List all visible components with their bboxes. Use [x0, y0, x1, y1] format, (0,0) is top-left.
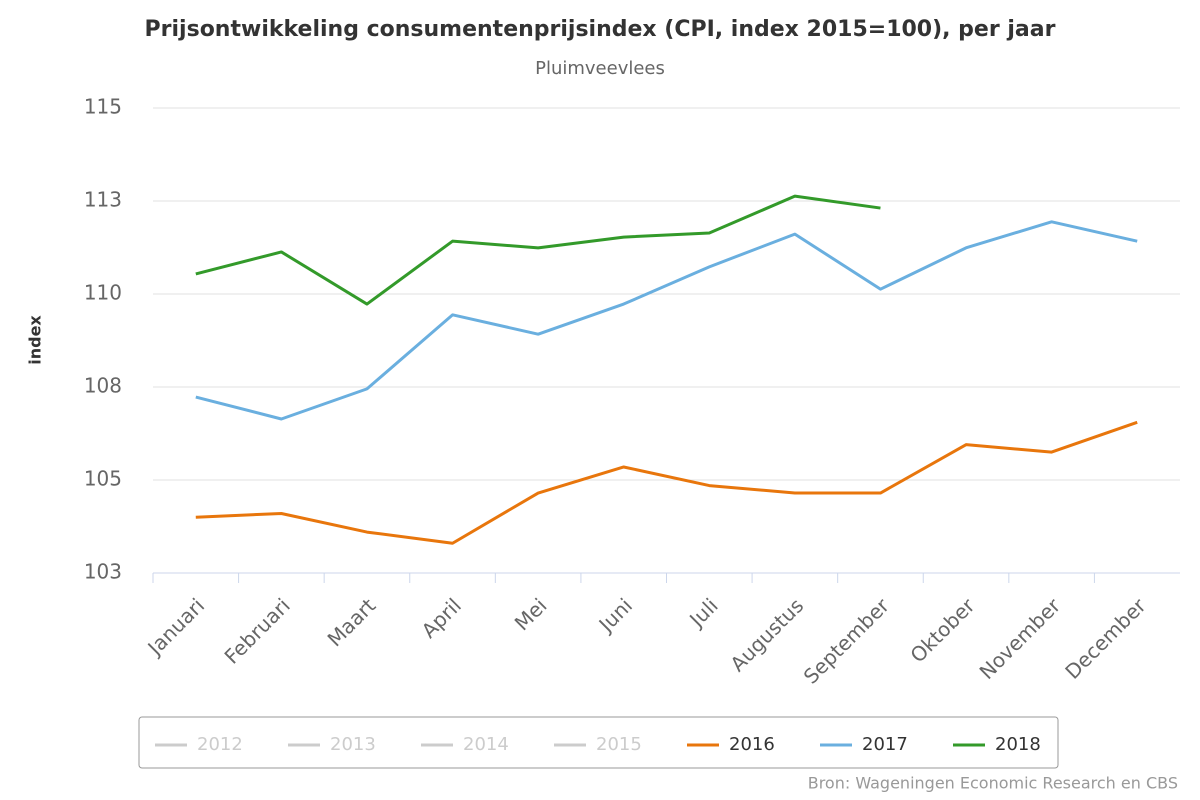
x-tick-label: Mei	[510, 593, 552, 635]
x-tick-label: Augustus	[726, 593, 809, 676]
legend-label: 2015	[596, 734, 642, 755]
x-tick-label: Juli	[683, 593, 722, 632]
y-tick-label: 103	[84, 560, 122, 584]
y-tick-label: 105	[84, 467, 122, 491]
legend-label: 2014	[463, 734, 509, 755]
legend-label: 2013	[330, 734, 376, 755]
x-tick-label: Februari	[220, 593, 295, 668]
x-tick-label: Juni	[593, 593, 637, 637]
series-line	[195, 420, 1138, 545]
series-line	[195, 220, 1138, 421]
chart-subtitle: Pluimveevlees	[535, 58, 665, 79]
y-axis-label: index	[26, 315, 45, 365]
source: Bron: Wageningen Economic Research en CB…	[808, 774, 1178, 793]
series-line	[195, 194, 881, 306]
y-tick-label: 110	[84, 281, 122, 305]
x-tick-label: September	[799, 593, 895, 689]
y-tick-label: 115	[84, 95, 122, 119]
legend-label: 2018	[995, 734, 1041, 755]
legend-label: 2016	[729, 734, 775, 755]
chart-title: Prijsontwikkeling consumentenprijsindex …	[145, 17, 1056, 42]
legend-label: 2017	[862, 734, 908, 755]
x-tick-label: April	[417, 593, 466, 642]
y-tick-label: 108	[84, 374, 122, 398]
y-tick-label: 113	[84, 188, 122, 212]
legend-box	[138, 716, 1059, 769]
x-tick-label: Oktober	[905, 593, 980, 668]
x-tick-label: November	[975, 593, 1066, 684]
x-tick-label: Januari	[142, 593, 210, 661]
x-tick-label: December	[1060, 593, 1151, 684]
legend-label: 2012	[197, 734, 243, 755]
x-tick-label: Maart	[323, 593, 381, 651]
